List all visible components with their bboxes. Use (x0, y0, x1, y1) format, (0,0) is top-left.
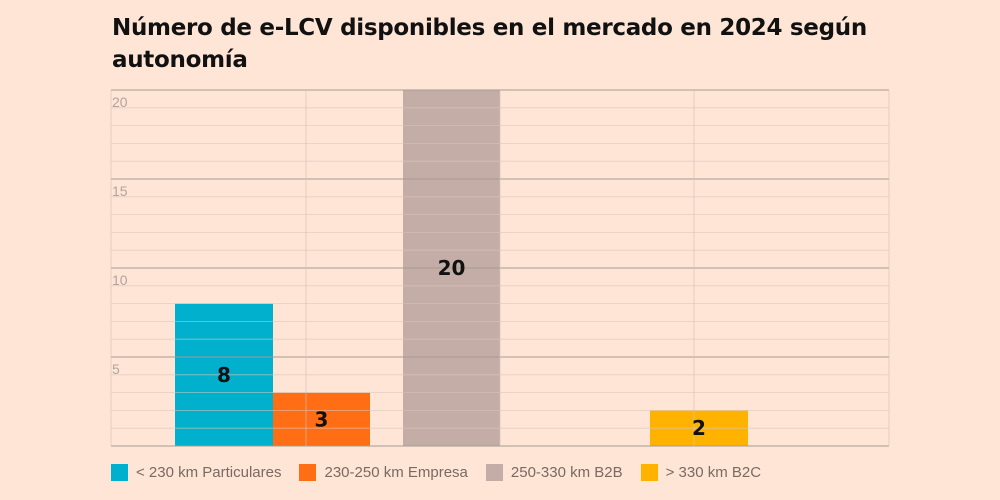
legend-label: < 230 km Particulares (136, 464, 282, 481)
legend-label: > 330 km B2C (665, 464, 762, 481)
y-tick-label: 5 (112, 361, 120, 377)
legend-label: 250-330 km B2B (510, 464, 623, 481)
legend-item: 230-250 km Empresa (299, 464, 468, 481)
legend-swatch (299, 464, 317, 481)
legend: < 230 km Particulares 230-250 km Empresa 2… (111, 464, 761, 481)
legend-swatch (640, 464, 658, 481)
y-tick-label: 20 (112, 94, 128, 110)
data-label: 8 (217, 363, 231, 387)
chart-title: Número de e-LCV disponibles en el mercad… (112, 15, 867, 73)
gridlines (110, 89, 890, 447)
legend-item: > 330 km B2C (640, 464, 762, 481)
y-tick-label: 15 (112, 183, 128, 199)
legend-swatch (485, 464, 503, 481)
y-tick-label: 10 (112, 272, 128, 288)
data-label: 3 (315, 407, 329, 431)
bar (273, 392, 370, 446)
legend-item: < 230 km Particulares (111, 464, 281, 481)
data-label: 20 (438, 256, 466, 280)
data-label: 2 (692, 416, 706, 440)
legend-swatch (111, 464, 128, 481)
legend-label: 230-250 km Empresa (324, 464, 468, 481)
legend-item: 250-330 km B2B (485, 464, 623, 481)
